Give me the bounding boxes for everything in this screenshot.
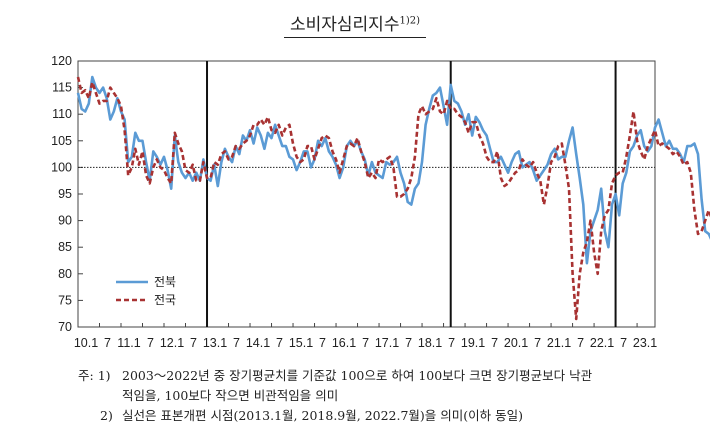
x-tick-label: 7 xyxy=(190,336,197,350)
y-tick-label: 80 xyxy=(58,267,72,281)
y-tick-label: 70 xyxy=(58,320,72,334)
x-tick-label: 17.1 xyxy=(375,336,399,350)
footnote-prefix: 주: xyxy=(78,368,94,383)
x-tick-label: 12.1 xyxy=(160,336,184,350)
x-tick-label: 7 xyxy=(233,336,240,350)
footnote-1-line-1: 2003～2022년 중 장기평균치를 기준값 100으로 하여 100보다 크… xyxy=(122,368,593,383)
y-tick-label: 120 xyxy=(51,54,72,68)
legend-label-2: 전국 xyxy=(154,293,176,307)
x-tick-label: 20.1 xyxy=(504,336,528,350)
x-tick-label: 7 xyxy=(577,336,584,350)
y-tick-label: 75 xyxy=(58,293,72,307)
footnote-1: 주: 1) 2003～2022년 중 장기평균치를 기준값 100으로 하여 1… xyxy=(78,366,693,406)
y-tick-label: 115 xyxy=(52,81,72,95)
x-tick-label: 23.1 xyxy=(633,336,657,350)
x-tick-label: 22.1 xyxy=(590,336,614,350)
x-tick-label: 14.1 xyxy=(246,336,270,350)
x-tick-label: 15.1 xyxy=(289,336,313,350)
chart-title: 소비자심리지수1)2) xyxy=(283,10,426,38)
x-tick-label: 16.1 xyxy=(332,336,356,350)
x-tick-label: 13.1 xyxy=(203,336,227,350)
footnote-2: 2) 실선은 표본개편 시점(2013.1월, 2018.9월, 2022.7월… xyxy=(78,406,693,426)
x-tick-label: 7 xyxy=(491,336,498,350)
series-line-2 xyxy=(76,76,710,321)
y-tick-label: 90 xyxy=(58,214,72,228)
x-tick-label: 7 xyxy=(276,336,283,350)
title-footnote-marker: 1)2) xyxy=(399,15,420,27)
y-tick-label: 110 xyxy=(52,107,72,121)
x-tick-label: 7 xyxy=(620,336,627,350)
x-tick-label: 10.1 xyxy=(74,336,98,350)
y-tick-label: 100 xyxy=(51,160,72,174)
x-tick-label: 7 xyxy=(319,336,326,350)
x-tick-label: 7 xyxy=(448,336,455,350)
x-tick-label: 7 xyxy=(104,336,111,350)
chart-title-wrap: 소비자심리지수1)2) xyxy=(0,10,710,38)
x-tick-label: 7 xyxy=(362,336,369,350)
x-tick-label: 7 xyxy=(147,336,154,350)
y-tick-label: 105 xyxy=(51,134,72,148)
line-chart: 70 75 80 85 90 95 100 105 110 115 120 10.1 7 11.1 7 12.… xyxy=(51,54,710,350)
footnote-2-label: 2) xyxy=(100,408,113,423)
x-tick-label: 19.1 xyxy=(461,336,485,350)
y-tick-label: 95 xyxy=(58,187,72,201)
footnote-1-line-2: 적임을, 100보다 작으면 비관적임을 의미 xyxy=(122,388,339,403)
footnote-2-line-1: 실선은 표본개편 시점(2013.1월, 2018.9월, 2022.7월)을 … xyxy=(122,408,524,423)
x-tick-label: 11.1 xyxy=(117,336,140,350)
x-tick-label: 21.1 xyxy=(547,336,571,350)
footnotes: 주: 1) 2003～2022년 중 장기평균치를 기준값 100으로 하여 1… xyxy=(78,366,693,426)
x-tick-label: 7 xyxy=(534,336,541,350)
x-tick-label: 18.1 xyxy=(418,336,442,350)
x-tick-label: 7 xyxy=(405,336,412,350)
legend-label-1: 전북 xyxy=(154,275,176,289)
y-tick-label: 85 xyxy=(58,240,72,254)
footnote-1-label: 1) xyxy=(97,368,111,383)
